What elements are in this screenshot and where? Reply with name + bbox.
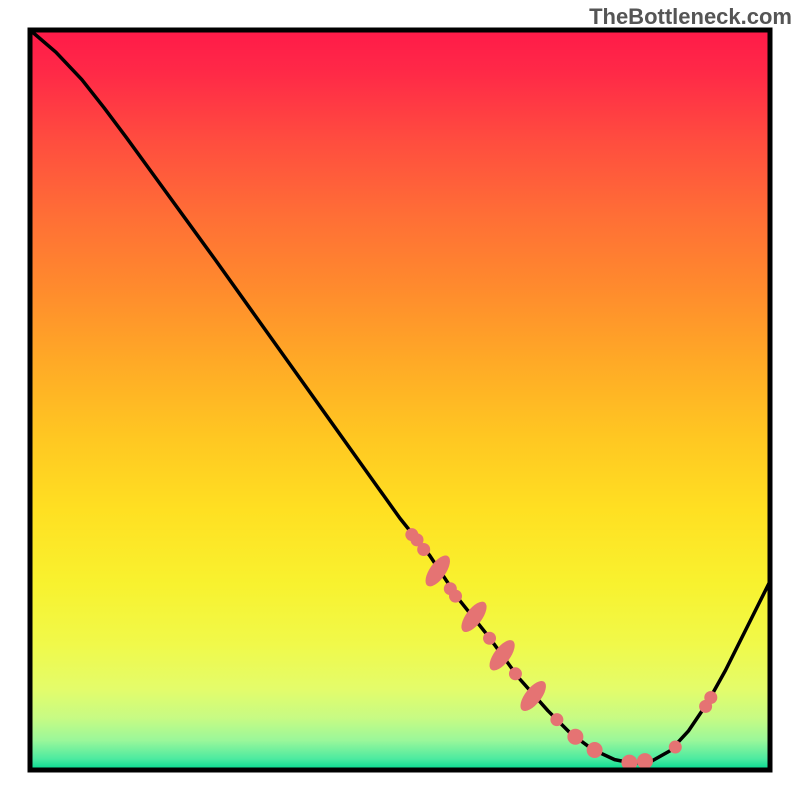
bottleneck-chart: TheBottleneck.com xyxy=(0,0,800,800)
chart-svg xyxy=(0,0,800,800)
watermark-text: TheBottleneck.com xyxy=(589,4,792,30)
